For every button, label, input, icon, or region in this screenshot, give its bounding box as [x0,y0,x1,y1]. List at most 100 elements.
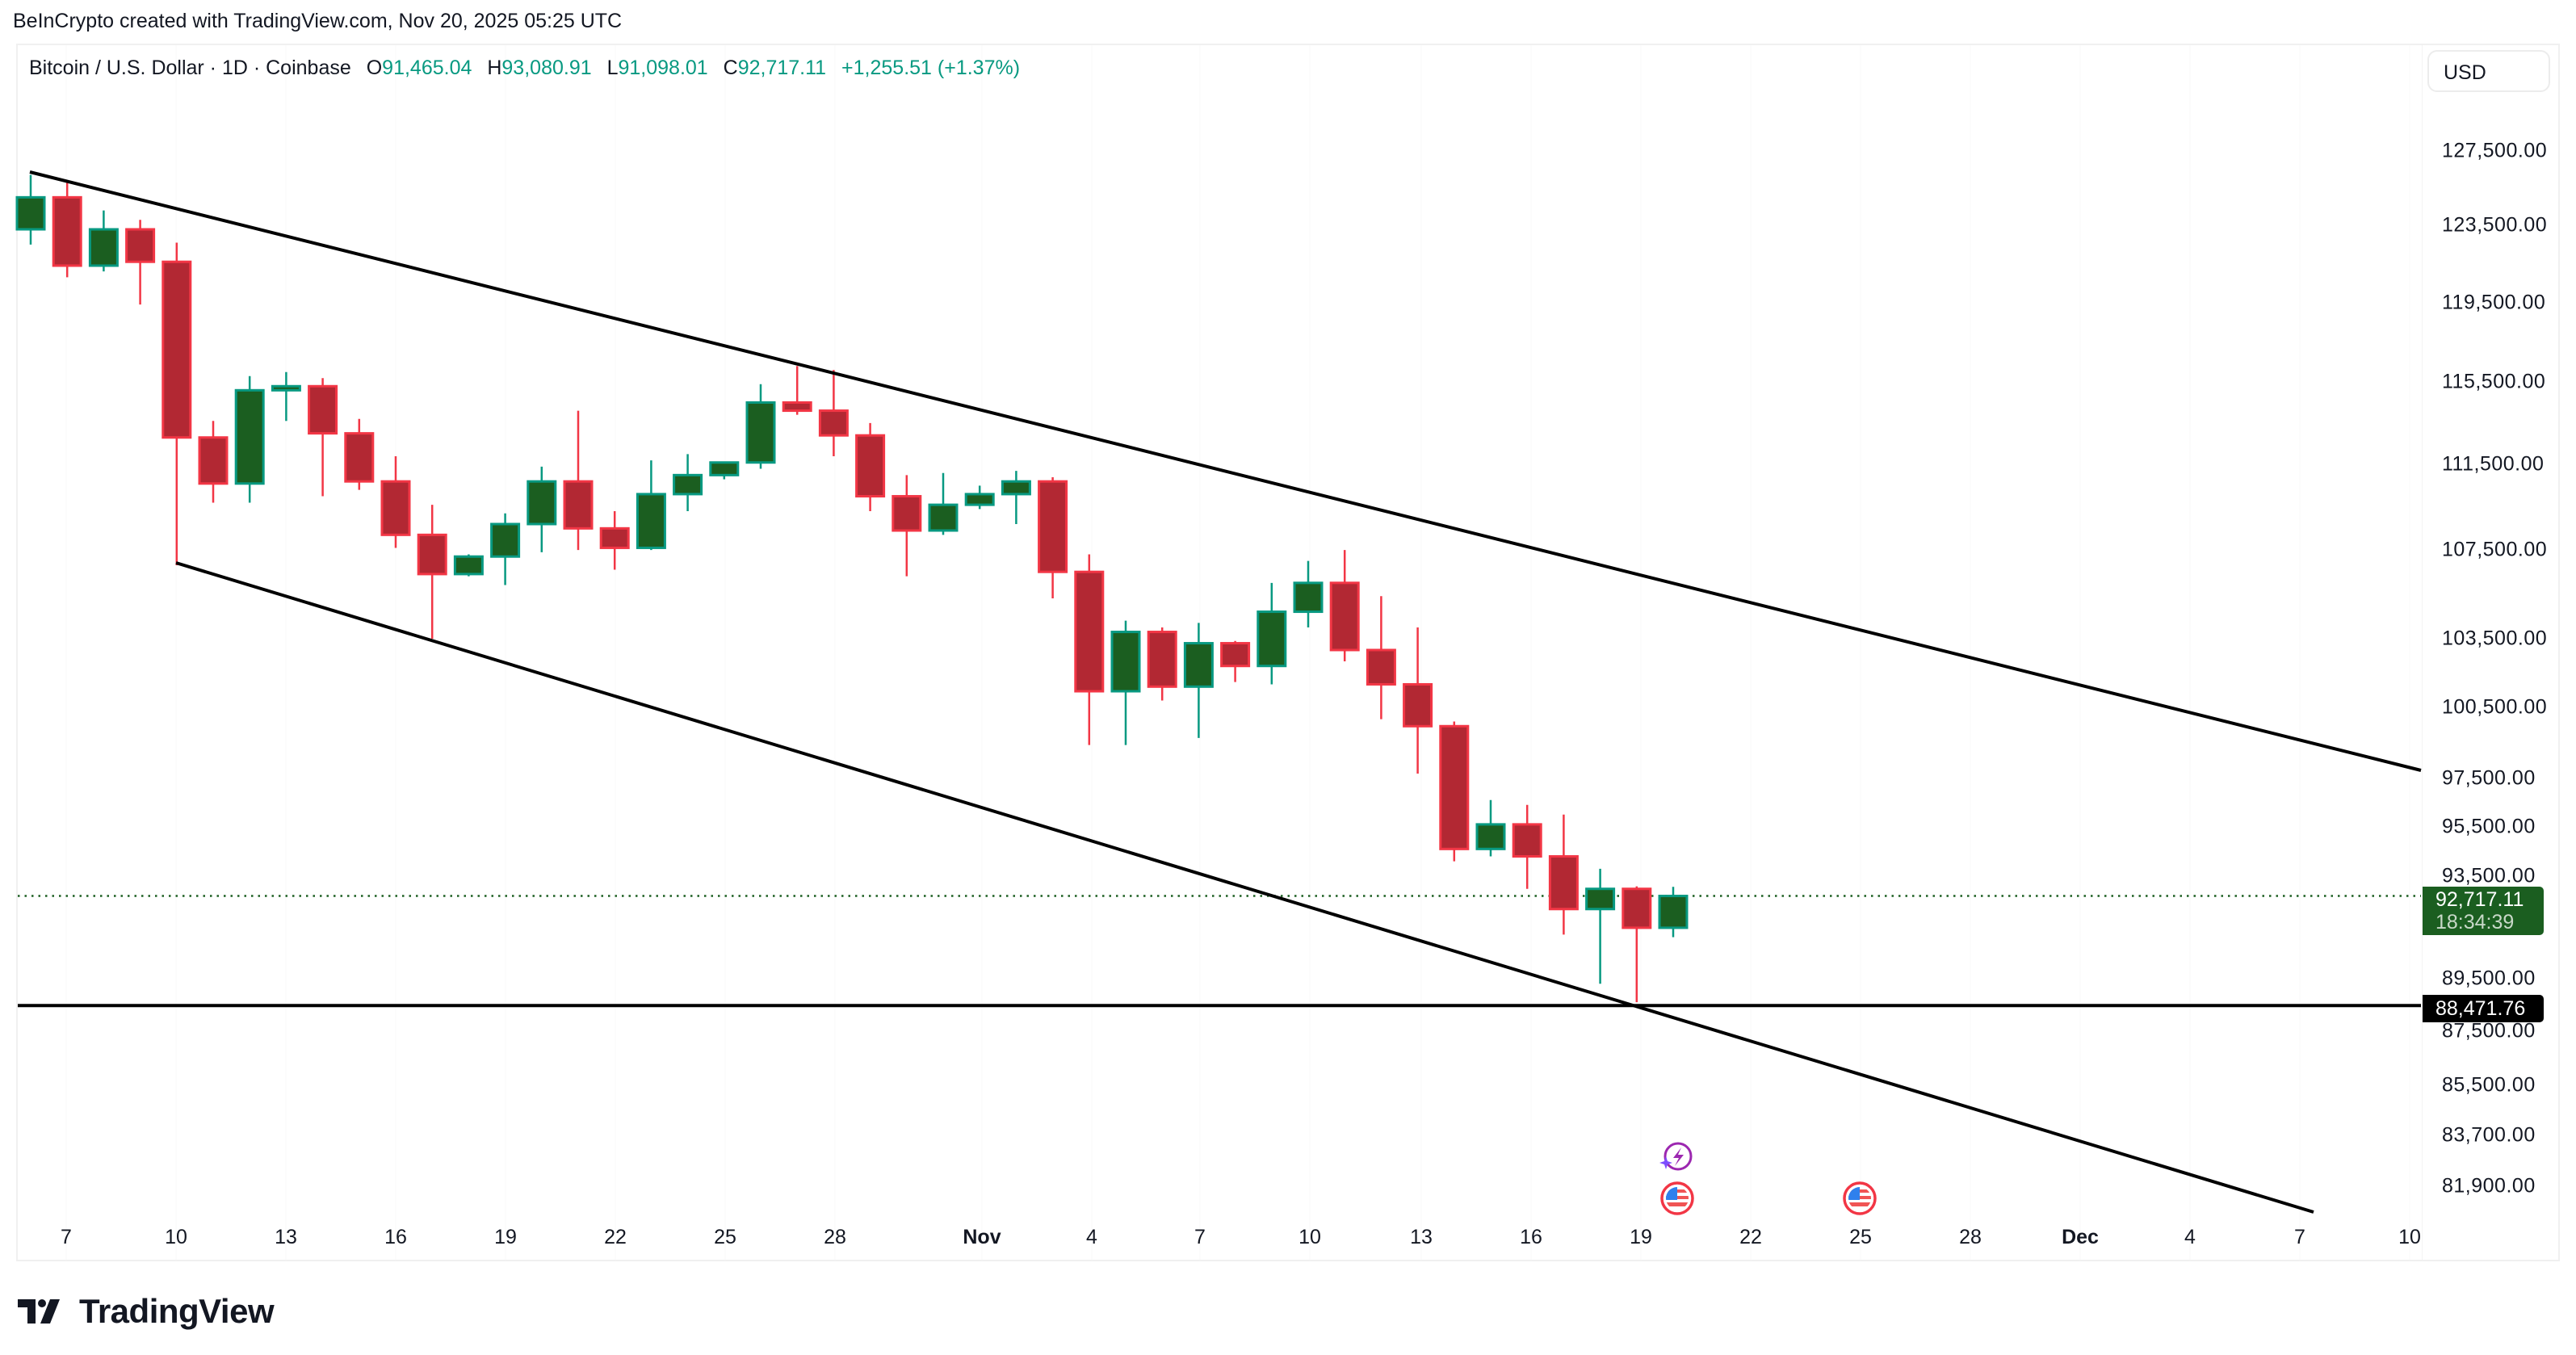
candle[interactable] [490,513,521,585]
price-axis-label: 95,500.00 [2442,815,2536,838]
candle[interactable] [1074,554,1105,745]
candle[interactable] [417,505,447,639]
candle[interactable] [1512,804,1542,889]
us-flag-icon[interactable] [1842,1181,1877,1216]
price-axis-label: 87,500.00 [2442,1019,2536,1042]
candle[interactable] [344,418,375,490]
current-price-tag: 92,717.11 18:34:39 [2423,887,2544,935]
candle[interactable] [818,370,849,456]
time-axis-label: 10 [1298,1226,1321,1248]
time-axis-label: 10 [2398,1226,2421,1248]
time-axis-label: 19 [494,1226,517,1248]
time-axis-divider [18,1260,2558,1261]
time-axis-label: 25 [1849,1226,1872,1248]
logo-text: TradingView [79,1292,275,1330]
candle[interactable] [855,422,886,512]
close-label: C [723,57,738,79]
time-axis-label: 28 [824,1226,846,1248]
candle[interactable] [162,242,192,566]
candle[interactable] [1585,868,1616,984]
candle[interactable] [1110,620,1141,745]
time-axis-label: 22 [604,1226,627,1248]
candle[interactable] [234,375,265,503]
candle[interactable] [1475,799,1506,857]
candle[interactable] [709,461,740,480]
candle[interactable] [527,466,557,552]
candle[interactable] [928,472,959,535]
price-axis-label: 107,500.00 [2442,538,2548,561]
time-axis-label: 7 [2294,1226,2305,1248]
open-value: 91,465.04 [382,57,472,79]
candle[interactable] [1183,623,1214,738]
candle[interactable] [271,371,301,422]
tradingview-logo[interactable]: TradingView [18,1292,275,1331]
candle[interactable] [198,421,229,503]
time-axis-label: Nov [963,1226,1001,1248]
candle[interactable] [1658,887,1689,938]
candle[interactable] [673,454,703,512]
time-axis-label: 4 [2184,1226,2196,1248]
price-axis-label: 119,500.00 [2442,291,2546,314]
candle[interactable] [453,554,484,577]
candle[interactable] [1622,886,1652,1003]
candle[interactable] [15,174,46,245]
price-axis-label: 97,500.00 [2442,766,2536,790]
candle[interactable] [599,511,630,570]
price-axis-label: 127,500.00 [2442,139,2548,162]
time-axis-label: 19 [1630,1226,1652,1248]
candle[interactable] [1548,814,1579,935]
candle[interactable] [1366,596,1396,719]
candle[interactable] [1293,560,1324,627]
time-axis-label: 7 [1194,1226,1206,1248]
price-axis-label: 123,500.00 [2442,213,2548,237]
high-label: H [487,57,502,79]
candle[interactable] [1439,721,1470,862]
earnings-flash-icon[interactable] [1659,1140,1694,1176]
change-value: +1,255.51 (+1.37%) [841,57,1021,79]
price-axis-label: 83,700.00 [2442,1123,2536,1147]
candle[interactable] [782,366,812,415]
candle[interactable] [1038,476,1068,599]
candle[interactable] [125,220,156,305]
candle[interactable] [1257,582,1287,685]
price-axis-label: 103,500.00 [2442,627,2548,650]
time-axis-label: 13 [1410,1226,1433,1248]
time-axis-label: 7 [61,1226,72,1248]
time-axis-label: 16 [384,1226,407,1248]
chart-credit: BeInCrypto created with TradingView.com,… [13,10,623,32]
candle[interactable] [308,378,338,497]
low-value: 91,098.01 [618,57,708,79]
low-label: L [606,57,619,79]
time-axis-label: 4 [1086,1226,1097,1248]
time-axis-label: 28 [1959,1226,1982,1248]
candle[interactable] [1001,471,1031,524]
us-flag-icon[interactable] [1659,1181,1695,1216]
price-axis-label: 81,900.00 [2442,1174,2536,1198]
time-axis-label: 22 [1739,1226,1762,1248]
candle[interactable] [1329,550,1360,662]
price-axis-label: 93,500.00 [2442,864,2536,887]
candle[interactable] [88,210,119,272]
time-axis-label: 10 [165,1226,187,1248]
high-value: 93,080.91 [501,57,592,79]
candle[interactable] [745,384,776,469]
open-label: O [366,57,383,79]
price-axis-divider [2422,45,2423,1260]
candle[interactable] [636,460,666,551]
currency-button[interactable]: USD [2427,50,2550,92]
candle[interactable] [563,410,594,551]
candle[interactable] [892,475,922,577]
current-price: 92,717.11 [2435,888,2524,911]
time-axis-label: Dec [2062,1226,2099,1248]
symbol-title: Bitcoin / U.S. Dollar · 1D · Coinbase [29,57,351,79]
candle[interactable] [964,485,995,510]
candle[interactable] [1147,627,1177,701]
lower-channel-line [175,561,2314,1214]
candle[interactable] [1220,640,1251,682]
candle[interactable] [380,455,411,548]
symbol-legend: Bitcoin / U.S. Dollar · 1D · Coinbase O9… [29,57,1020,80]
time-axis-label: 13 [275,1226,297,1248]
candle[interactable] [1403,627,1433,774]
candle[interactable] [52,182,82,278]
